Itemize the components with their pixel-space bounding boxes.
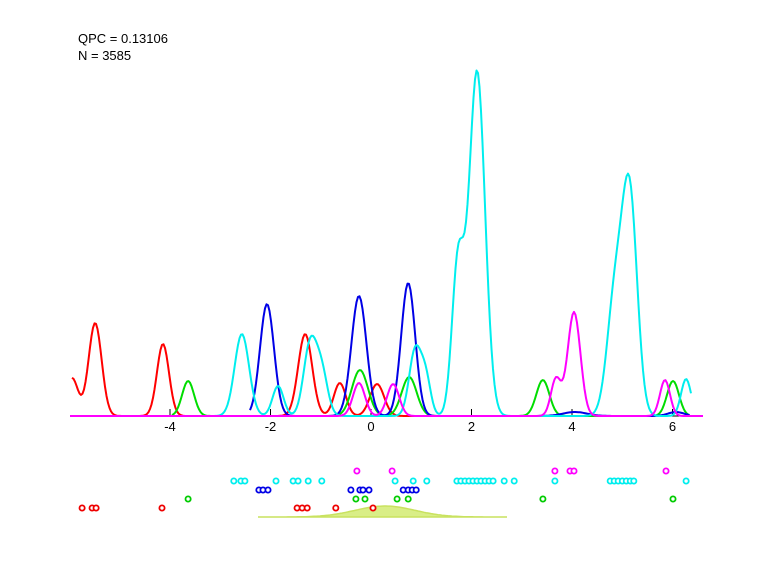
reference-density [258, 505, 507, 518]
cluster-magenta-point [551, 467, 559, 475]
cluster-cyan-point [630, 477, 638, 485]
x-tick-label: 2 [468, 419, 475, 434]
cluster-green-point [669, 495, 677, 503]
stats-annotation: QPC = 0.13106 N = 3585 [78, 30, 168, 64]
cluster-cyan-point [500, 477, 508, 485]
cluster-cyan-point [489, 477, 497, 485]
cluster-magenta-point [388, 467, 396, 475]
cluster-red-point [78, 504, 86, 512]
cluster-cyan-point [409, 477, 417, 485]
cluster-green-point [184, 495, 192, 503]
cluster-cyan-point [510, 477, 518, 485]
cluster-blue-point [264, 486, 272, 494]
cluster-cyan-point [682, 477, 690, 485]
cluster-green-point [404, 495, 412, 503]
cluster-green-point [352, 495, 360, 503]
cluster-blue-point [359, 486, 367, 494]
cluster-red-point [92, 504, 100, 512]
cluster-cyan-point [272, 477, 280, 485]
qpc-value-label: QPC = 0.13106 [78, 31, 168, 46]
cluster-cyan-point [241, 477, 249, 485]
cluster-cyan-point [304, 477, 312, 485]
cluster-cyan-density [205, 69, 692, 417]
cluster-green-point [393, 495, 401, 503]
cluster-cyan-point [391, 477, 399, 485]
cluster-magenta-point [662, 467, 670, 475]
cluster-red-point [158, 504, 166, 512]
cluster-cyan-point [294, 477, 302, 485]
cluster-red-point [369, 504, 377, 512]
cluster-magenta-point [353, 467, 361, 475]
cluster-cyan-point [551, 477, 559, 485]
cluster-red-point [303, 504, 311, 512]
n-value-label: N = 3585 [78, 48, 132, 63]
cluster-green-point [361, 495, 369, 503]
cluster-red-point [332, 504, 340, 512]
cluster-magenta-point [570, 467, 578, 475]
x-tick-label: 0 [367, 419, 374, 434]
x-tick-label: -2 [265, 419, 277, 434]
cluster-blue-point [347, 486, 355, 494]
cluster-green-point [539, 495, 547, 503]
cluster-magenta-density [70, 310, 703, 417]
x-tick-label: 4 [568, 419, 575, 434]
cluster-cyan-point [318, 477, 326, 485]
x-tick-label: -4 [164, 419, 176, 434]
cluster-cyan-point [423, 477, 431, 485]
cluster-blue-point [412, 486, 420, 494]
x-tick-label: 6 [669, 419, 676, 434]
cluster-blue-point [365, 486, 373, 494]
cluster-blue-density [249, 282, 690, 417]
cluster-cyan-point [230, 477, 238, 485]
